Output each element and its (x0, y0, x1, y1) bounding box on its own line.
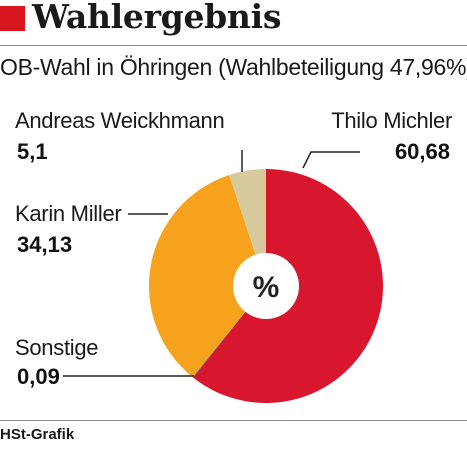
slice-label-michler: Thilo Michler (331, 108, 452, 133)
page-title: Wahlergebnis (32, 0, 282, 36)
slice-value-weickhmann: 5,1 (14, 139, 51, 165)
title-square-icon (0, 6, 25, 31)
pie-slice-karin-miller (149, 174, 266, 378)
slice-label-sonstige: Sonstige (15, 335, 99, 360)
slice-value-miller: 34,13 (14, 232, 76, 258)
center-label: % (253, 271, 280, 304)
top-divider (0, 45, 467, 46)
center-hole (233, 253, 299, 319)
slice-value-michler: 60,68 (391, 139, 453, 165)
slice-label-weickhmann: Andreas Weickhmann (15, 108, 225, 133)
bottom-divider (0, 420, 467, 421)
slice-label-miller: Karin Miller (15, 201, 122, 226)
source-credit: HSt-Grafik (0, 426, 75, 443)
slice-value-sonstige: 0,09 (14, 364, 63, 390)
leader-line-michler (302, 151, 360, 169)
chart-subtitle: OB-Wahl in Öhringen (Wahlbeteiligung 47,… (0, 54, 467, 80)
header: Wahlergebnis (0, 0, 467, 46)
